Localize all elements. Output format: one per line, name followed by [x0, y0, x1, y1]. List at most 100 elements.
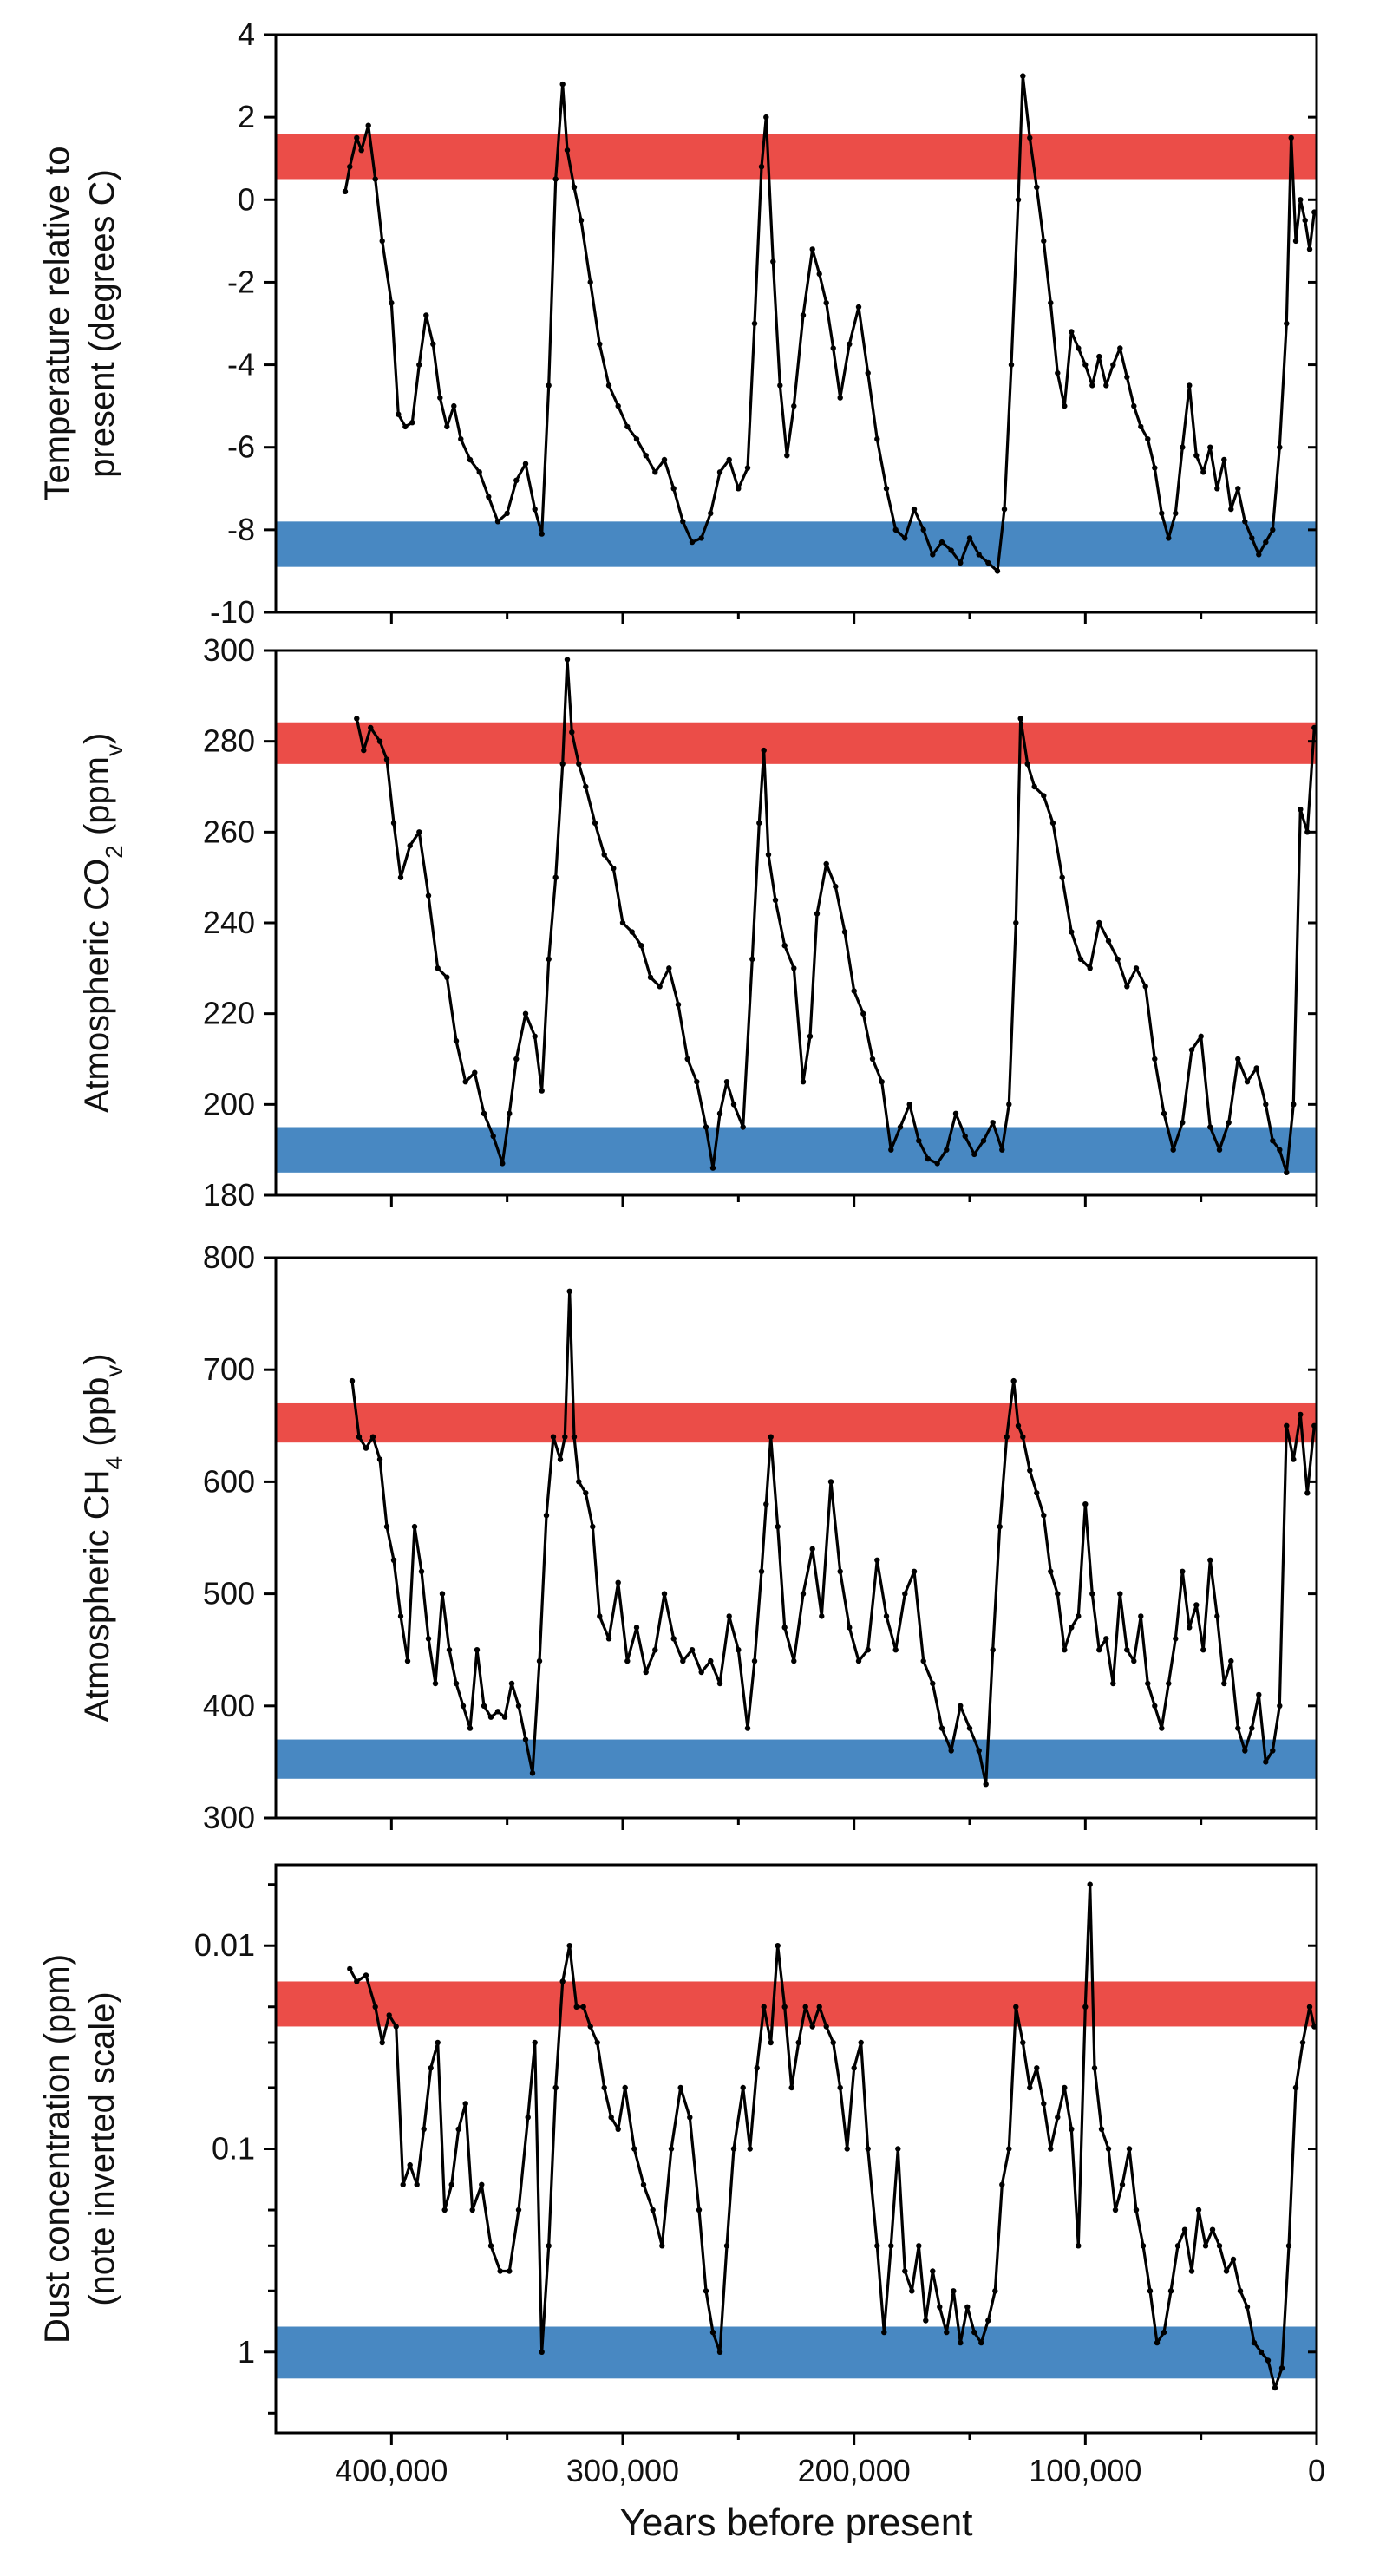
data-point	[566, 1943, 572, 1949]
data-point	[1126, 2146, 1133, 2152]
data-point	[980, 1138, 987, 1144]
data-point	[966, 1725, 973, 1731]
panel-1: 4 2 0 -2 -4 -6 -8 -10 Temperature relative to pre…	[38, 16, 1318, 630]
data-point	[631, 2146, 637, 2152]
data-point	[1198, 1033, 1204, 1040]
data-point	[458, 436, 464, 442]
data-point	[486, 494, 492, 500]
data-point	[1214, 486, 1220, 492]
series-points	[347, 1881, 1317, 2391]
data-point	[990, 1120, 996, 1126]
data-point	[833, 883, 839, 890]
data-point	[775, 1523, 781, 1530]
x-axis-title: Years before present	[620, 2501, 973, 2544]
data-point	[659, 2243, 665, 2249]
data-point	[807, 1033, 814, 1040]
data-point	[902, 2268, 908, 2274]
data-point	[1244, 1079, 1251, 1085]
data-point	[761, 2004, 767, 2010]
data-point	[909, 2288, 915, 2294]
data-point	[597, 1613, 603, 1619]
data-point	[1161, 1110, 1167, 1117]
data-point	[923, 2318, 929, 2324]
data-point	[1055, 1591, 1061, 1597]
data-point	[407, 842, 413, 849]
data-point	[386, 2012, 392, 2018]
data-point	[802, 2004, 808, 2010]
data-point	[1152, 1056, 1158, 1062]
data-point	[354, 716, 360, 722]
data-point	[684, 1056, 690, 1062]
data-point	[1200, 1647, 1206, 1653]
y-tick-label: 0	[238, 181, 255, 217]
y-tick-label: -8	[227, 512, 255, 547]
data-point	[1087, 1881, 1093, 1887]
data-point	[576, 1479, 582, 1485]
data-point	[1249, 1725, 1255, 1731]
data-point	[376, 738, 383, 744]
data-point	[624, 1657, 631, 1664]
data-point	[851, 988, 857, 994]
data-point	[501, 1714, 508, 1720]
cold-band	[276, 1739, 1317, 1779]
data-point	[788, 2084, 794, 2091]
y-tick-label: 200	[203, 1086, 255, 1121]
data-point	[647, 974, 654, 981]
data-point	[435, 2039, 441, 2046]
data-point	[569, 729, 575, 736]
data-point	[1027, 2084, 1033, 2091]
data-point	[823, 860, 829, 867]
data-point	[1013, 2004, 1019, 2010]
data-point	[716, 469, 723, 475]
data-point	[576, 761, 582, 767]
data-point	[675, 1002, 682, 1008]
data-point	[1048, 300, 1054, 306]
data-point	[756, 820, 762, 827]
data-point	[1017, 716, 1023, 722]
data-point	[543, 1513, 550, 1519]
data-point	[930, 2268, 936, 2274]
data-point	[1235, 1056, 1241, 1062]
panel-4: 0.01 0.1 1 Dust concentration (ppm) (note in…	[38, 1863, 1318, 2445]
data-point	[747, 2146, 753, 2152]
data-point	[587, 279, 593, 285]
data-point	[416, 362, 422, 368]
warm-band	[276, 1402, 1317, 1443]
y-tick-label: 400	[203, 1688, 255, 1723]
y-tick-label: -6	[227, 429, 255, 465]
y-axis-title: (note inverted scale)	[83, 1991, 121, 2305]
data-point	[1119, 2181, 1126, 2187]
data-point	[1263, 539, 1269, 546]
data-point	[515, 2207, 522, 2213]
data-point	[481, 1110, 487, 1117]
data-point	[1082, 362, 1089, 368]
series-points	[342, 73, 1317, 574]
y-tick-label: 500	[203, 1576, 255, 1612]
data-point	[1096, 1647, 1102, 1653]
y-tick-label: 600	[203, 1463, 255, 1499]
data-point	[1131, 1657, 1137, 1664]
data-point	[938, 539, 945, 546]
data-point	[971, 2329, 977, 2336]
data-point	[437, 395, 443, 401]
data-point	[601, 852, 607, 858]
data-point	[698, 535, 704, 541]
data-point	[754, 2065, 760, 2071]
y-tick-label: 280	[203, 723, 255, 759]
data-point	[432, 1680, 439, 1687]
data-point	[951, 2288, 957, 2294]
data-point	[376, 1456, 383, 1462]
data-point	[652, 1647, 658, 1653]
data-point	[1112, 2207, 1119, 2213]
series-points	[349, 1288, 1317, 1788]
data-point	[622, 2084, 628, 2091]
data-point	[768, 2039, 774, 2046]
data-point	[453, 1037, 460, 1044]
y-tick-label: 180	[203, 1177, 255, 1213]
data-point	[1124, 374, 1130, 380]
data-point	[389, 300, 395, 306]
data-point	[726, 456, 732, 463]
data-point	[661, 456, 668, 463]
data-point	[1069, 329, 1075, 335]
